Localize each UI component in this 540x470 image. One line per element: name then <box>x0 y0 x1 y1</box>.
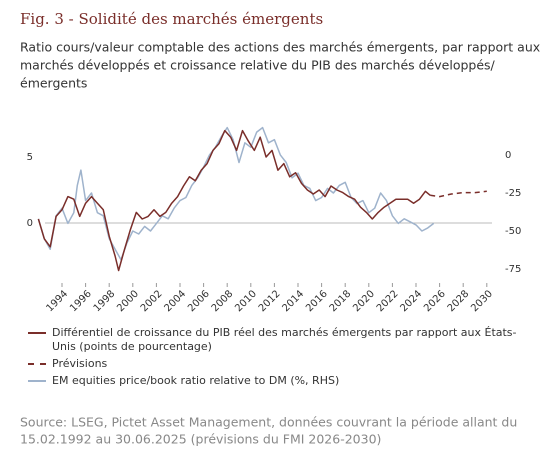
x-tick-label: 2024 <box>398 288 424 314</box>
x-tick-label: 2002 <box>139 288 165 314</box>
y2-tick-label: 0 <box>505 150 511 161</box>
legend-item: Prévisions <box>28 357 528 371</box>
legend-item: Différentiel de croissance du PIB réel d… <box>28 326 528 354</box>
chart-title: Fig. 3 - Solidité des marchés émergents <box>20 10 323 28</box>
series-line <box>37 126 435 261</box>
y-tick-label: 5 <box>27 152 33 163</box>
x-tick-label: 2020 <box>351 288 377 314</box>
y-tick-label: 0 <box>27 218 33 229</box>
legend-item: EM equities price/book ratio relative to… <box>28 374 528 388</box>
subtitle: Ratio cours/valeur comptable des actions… <box>20 40 540 55</box>
x-tick-label: 1994 <box>44 288 70 314</box>
legend: Différentiel de croissance du PIB réel d… <box>28 326 528 391</box>
x-tick-label: 2012 <box>257 288 283 314</box>
x-tick-label: 2004 <box>162 288 188 314</box>
x-tick-label: 2010 <box>233 288 259 314</box>
legend-swatch <box>28 363 46 365</box>
legend-label: Prévisions <box>52 357 108 370</box>
legend-swatch <box>28 332 46 334</box>
x-tick-label: 2026 <box>422 288 448 314</box>
y2-tick-label: -50 <box>505 226 521 237</box>
x-tick-label: 2006 <box>186 288 212 314</box>
y2-tick-label: -75 <box>505 264 521 275</box>
subtitle: émergents <box>20 76 87 91</box>
subtitle: marchés développés et croissance relativ… <box>20 58 496 73</box>
x-tick-label: 2022 <box>375 288 401 314</box>
y2-tick-label: -25 <box>505 188 521 199</box>
x-tick-label: 2018 <box>328 288 354 314</box>
series-line <box>37 129 431 272</box>
x-tick-label: 2000 <box>115 288 141 314</box>
x-tick-label: 1998 <box>92 288 118 314</box>
x-tick-label: 1996 <box>68 288 94 314</box>
source: Source: LSEG, Pictet Asset Management, d… <box>20 415 517 430</box>
x-tick-label: 2008 <box>210 288 236 314</box>
legend-label: Différentiel de croissance du PIB réel d… <box>52 326 517 353</box>
x-tick-label: 2016 <box>304 288 330 314</box>
series-line <box>430 190 487 198</box>
x-tick-label: 2030 <box>469 288 495 314</box>
source: 15.02.1992 au 30.06.2025 (prévisions du … <box>20 432 381 447</box>
x-tick-label: 2028 <box>446 288 472 314</box>
legend-label: EM equities price/book ratio relative to… <box>52 374 340 387</box>
x-tick-label: 2014 <box>280 288 306 314</box>
legend-swatch <box>28 380 46 382</box>
